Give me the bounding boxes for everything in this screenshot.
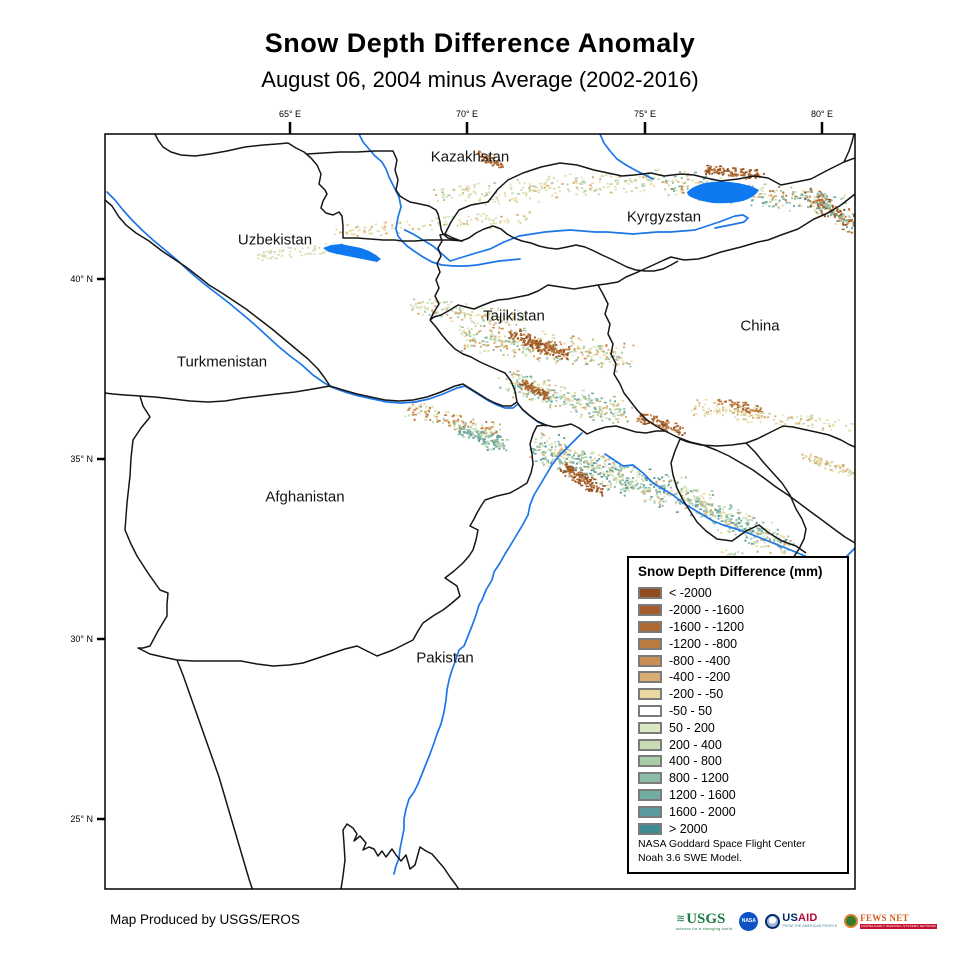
legend-row: < -2000	[638, 585, 839, 602]
lat-label: 30° N	[70, 634, 93, 644]
usgs-logo-text: USGS	[686, 910, 726, 927]
legend-swatch	[638, 587, 662, 600]
nasa-logo: NASA	[739, 911, 759, 931]
usaid-logo-text-aid: AID	[797, 912, 818, 925]
legend-label: 1600 - 2000	[669, 804, 736, 819]
lat-label: 25° N	[70, 814, 93, 824]
legend-row: 800 - 1200	[638, 770, 839, 787]
legend-swatch	[638, 755, 662, 768]
map-frame	[104, 133, 856, 890]
legend-row: -200 - -50	[638, 686, 839, 703]
legend-row: 400 - 800	[638, 753, 839, 770]
legend-label: -2000 - -1600	[669, 603, 745, 618]
legend-row: -1600 - -1200	[638, 619, 839, 636]
river-naryn	[404, 214, 749, 262]
agency-logos: ≋ USGS science for a changing world NASA…	[676, 905, 938, 937]
legend-label: 400 - 800	[669, 754, 722, 769]
legend-credit-line-2: Noah 3.6 SWE Model.	[638, 851, 742, 864]
fewsnet-tagline: FAMINE EARLY WARNING SYSTEMS NETWORK	[860, 923, 938, 929]
country-borders	[105, 134, 855, 889]
legend-row: 50 - 200	[638, 719, 839, 736]
map-legend: Snow Depth Difference (mm) < -2000 -2000 …	[627, 556, 849, 874]
country-label-pakistan: Pakistan	[416, 649, 474, 667]
axis-ticks	[97, 122, 824, 821]
legend-swatch	[638, 738, 662, 751]
lat-label: 40° N	[70, 274, 93, 284]
lon-label: 75° E	[633, 109, 657, 119]
legend-title: Snow Depth Difference (mm)	[638, 564, 823, 579]
snow-anomaly-speckles	[256, 150, 855, 588]
legend-swatch	[638, 671, 662, 684]
country-label-tajikistan: Tajikistan	[483, 307, 545, 325]
country-label-china: China	[740, 317, 780, 335]
usgs-tagline: science for a changing world	[676, 925, 733, 931]
legend-label: -200 - -50	[669, 687, 724, 702]
footer-credit: Map Produced by USGS/EROS	[110, 912, 300, 927]
legend-credit-line-1: NASA Goddard Space Flight Center	[638, 837, 806, 850]
legend-label: 1200 - 1600	[669, 787, 736, 802]
country-label-uzbekistan: Uzbekistan	[237, 231, 313, 249]
usaid-logo-text-us: US	[782, 912, 798, 925]
legend-label: > 2000	[669, 821, 708, 836]
legend-swatch	[638, 654, 662, 667]
legend-swatch	[638, 721, 662, 734]
usaid-seal-icon	[765, 913, 781, 929]
legend-swatch	[638, 688, 662, 701]
lon-label: 80° E	[810, 109, 834, 119]
river-amu-darya	[106, 191, 332, 388]
country-label-turkmenistan: Turkmenistan	[176, 353, 268, 371]
rivers	[106, 134, 855, 875]
legend-row: -400 - -200	[638, 669, 839, 686]
lake-aydar	[323, 244, 381, 262]
usgs-wave-icon: ≋	[676, 912, 686, 925]
legend-row: -1200 - -800	[638, 635, 839, 652]
legend-row: > 2000	[638, 820, 839, 837]
legend-label: -50 - 50	[669, 703, 713, 718]
fewsnet-logo: FEWS NET FAMINE EARLY WARNING SYSTEMS NE…	[844, 912, 938, 929]
usgs-logo: ≋ USGS science for a changing world	[676, 910, 733, 931]
country-label-kyrgyzstan: Kyrgyzstan	[626, 208, 702, 226]
legend-label: 200 - 400	[669, 737, 722, 752]
country-label-kazakhstan: Kazakhstan	[430, 148, 510, 166]
usaid-logo: USAID FROM THE AMERICAN PEOPLE	[765, 913, 837, 929]
legend-swatch	[638, 772, 662, 785]
river-syr-darya	[358, 134, 521, 267]
legend-row: 1600 - 2000	[638, 803, 839, 820]
lakes	[323, 181, 759, 262]
legend-row: 200 - 400	[638, 736, 839, 753]
lake-issyk-kul	[687, 181, 759, 204]
lon-label: 70° E	[455, 109, 479, 119]
legend-label: -1200 - -800	[669, 636, 738, 651]
legend-swatch	[638, 788, 662, 801]
legend-swatch	[638, 620, 662, 633]
lat-label: 35° N	[70, 454, 93, 464]
fewsnet-logo-text: FEWS NET	[860, 912, 909, 923]
nasa-meatball-icon: NASA	[739, 911, 759, 931]
legend-row: -50 - 50	[638, 703, 839, 720]
legend-swatch	[638, 822, 662, 835]
legend-row: -800 - -400	[638, 652, 839, 669]
legend-swatch	[638, 604, 662, 617]
usaid-tagline: FROM THE AMERICAN PEOPLE	[782, 924, 838, 929]
legend-label: 50 - 200	[669, 720, 715, 735]
river-indus	[393, 432, 583, 875]
legend-label: -400 - -200	[669, 670, 731, 685]
legend-swatch	[638, 637, 662, 650]
legend-rows: < -2000 -2000 - -1600 -1600 - -1200 -1200 -…	[638, 585, 839, 837]
legend-label: -1600 - -1200	[669, 619, 745, 634]
legend-label: -800 - -400	[669, 653, 731, 668]
page-title: Snow Depth Difference Anomaly	[264, 28, 696, 58]
legend-swatch	[638, 805, 662, 818]
lon-label: 65° E	[278, 109, 302, 119]
legend-label: < -2000	[669, 586, 712, 601]
legend-row: -2000 - -1600	[638, 602, 839, 619]
country-label-afghanistan: Afghanistan	[265, 488, 345, 506]
legend-swatch	[638, 704, 662, 717]
legend-row: 1200 - 1600	[638, 787, 839, 804]
legend-label: 800 - 1200	[669, 771, 729, 786]
page-subtitle: August 06, 2004 minus Average (2002-2016…	[261, 67, 699, 92]
fewsnet-globe-icon	[844, 914, 859, 928]
